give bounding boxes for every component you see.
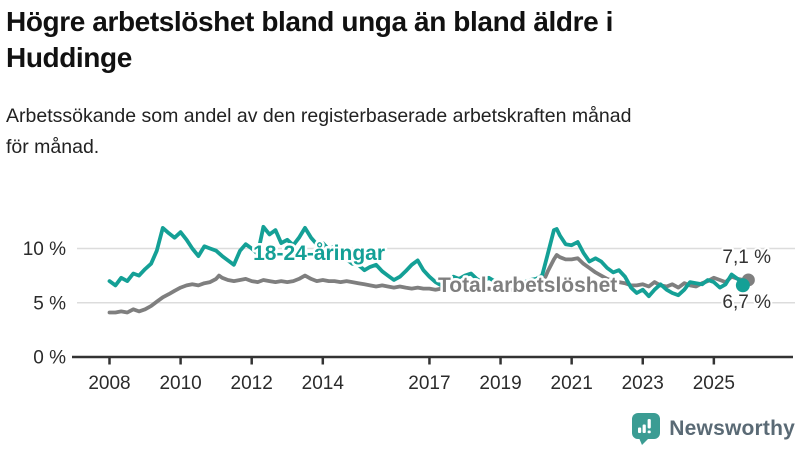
page-title: Högre arbetslöshet bland unga än bland ä… (6, 4, 786, 77)
newsworthy-logo-icon (632, 413, 661, 445)
end-dot-youth (735, 278, 750, 293)
series-label-youth: 18-24-åringar (253, 242, 385, 265)
x-tick-label-2010: 2010 (159, 373, 201, 394)
chart-subtitle: Arbetssökande som andel av den registerb… (6, 101, 786, 164)
y-tick-label-10: 10 % (23, 239, 66, 260)
chart-header: Högre arbetslöshet bland unga än bland ä… (6, 4, 786, 164)
page-title-line-1: Högre arbetslöshet bland unga än bland ä… (6, 6, 614, 37)
x-tick-label-2025: 2025 (693, 373, 735, 394)
end-value-label-youth: 6,7 % (722, 292, 771, 313)
series-label-total: Total arbetslöshet (438, 274, 617, 297)
x-tick-label-2014: 2014 (302, 373, 345, 394)
x-tick-label-2008: 2008 (88, 373, 130, 394)
x-tick-label-2019: 2019 (479, 373, 521, 394)
newsworthy-logo: Newsworthy (631, 412, 795, 446)
line-series-youth (107, 224, 746, 299)
newsworthy-logo-text: Newsworthy (669, 417, 795, 440)
chart-subtitle-line-2: för månad. (6, 136, 100, 159)
x-tick-label-2023: 2023 (622, 373, 664, 394)
x-tick-label-2021: 2021 (551, 373, 593, 394)
y-tick-label-0: 0 % (33, 348, 66, 369)
x-tick-label-2017: 2017 (408, 373, 450, 394)
chart-subtitle-line-1: Arbetssökande som andel av den registerb… (6, 104, 632, 127)
y-tick-label-5: 5 % (33, 293, 66, 314)
line-series-total (107, 253, 746, 315)
x-tick-label-2012: 2012 (231, 373, 273, 394)
page-title-line-2: Huddinge (6, 42, 132, 74)
end-value-label-total: 7,1 % (722, 247, 771, 268)
